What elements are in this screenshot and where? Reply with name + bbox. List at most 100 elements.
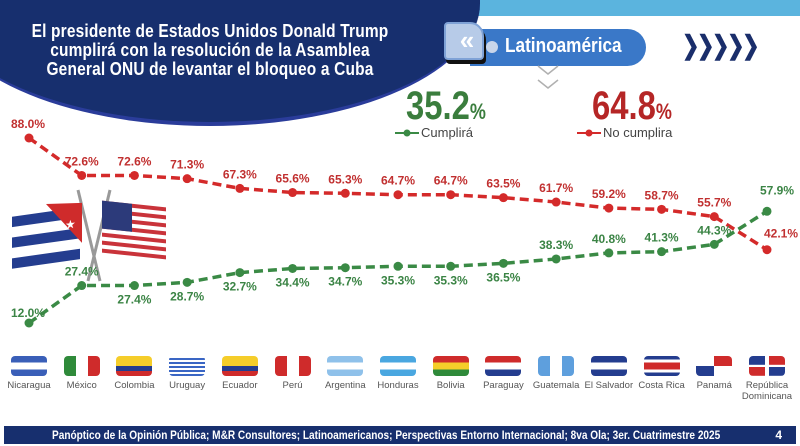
country-label: Paraguay: [473, 356, 533, 391]
flag-icon: [63, 356, 100, 376]
legend-marker-red: [577, 129, 601, 136]
data-point-cumplira: [288, 263, 298, 273]
data-point-no-cumplira: [182, 174, 192, 184]
legend-label-cumplira: Cumplirá: [421, 125, 474, 140]
country-label: Uruguay: [157, 356, 217, 391]
data-label-cumplira: 27.4%: [117, 293, 151, 307]
flag-icon: [432, 356, 469, 376]
data-point-no-cumplira: [762, 245, 772, 255]
no-cumplira-total: 64.8%: [592, 86, 672, 126]
data-label-no-cumplira: 71.3%: [170, 158, 204, 172]
country-label: El Salvador: [579, 356, 639, 391]
data-point-cumplira: [24, 318, 34, 328]
data-label-no-cumplira: 88.0%: [11, 117, 45, 131]
data-label-cumplira: 12.0%: [11, 306, 45, 320]
country-label: Argentina: [315, 356, 375, 391]
data-point-no-cumplira: [288, 188, 298, 198]
data-label-cumplira: 57.9%: [760, 183, 794, 197]
data-label-no-cumplira: 61.7%: [539, 181, 573, 195]
data-label-cumplira: 38.3%: [539, 238, 573, 252]
flag-icon: [380, 356, 416, 376]
flag-icon: [221, 356, 258, 376]
country-name: Ecuador: [222, 380, 258, 391]
data-label-cumplira: 34.4%: [276, 275, 310, 289]
flag-icon: [169, 356, 206, 376]
data-label-cumplira: 36.5%: [486, 270, 520, 284]
flag-icon: [538, 356, 575, 376]
data-point-cumplira: [709, 239, 719, 249]
cumplira-total: 35.2%: [406, 86, 486, 126]
data-point-cumplira: [551, 254, 561, 264]
country-name: Colombia: [114, 380, 155, 391]
data-point-cumplira: [604, 248, 614, 258]
data-label-cumplira: 32.7%: [223, 280, 257, 294]
cumplira-percent-sign: %: [469, 99, 486, 124]
region-selector[interactable]: [470, 29, 646, 66]
country-name: México: [66, 380, 97, 391]
country-name: Honduras: [377, 380, 419, 391]
data-label-cumplira: 34.7%: [328, 275, 362, 289]
country-name: Bolivia: [436, 380, 465, 391]
data-label-cumplira: 40.8%: [592, 232, 626, 246]
flag-icon: [643, 356, 680, 376]
flag-icon: [485, 356, 522, 376]
flag-icon: [274, 356, 311, 376]
data-point-no-cumplira: [709, 212, 719, 222]
country-name: Costa Rica: [638, 380, 685, 391]
data-label-cumplira: 44.3%: [697, 223, 731, 237]
legend-item-no-cumplira: No cumplira: [577, 125, 672, 140]
flag-icon: [749, 356, 785, 376]
data-label-cumplira: 27.4%: [65, 265, 99, 279]
data-point-cumplira: [498, 258, 508, 268]
cuba-usa-flags-illustration: ★: [12, 189, 166, 282]
data-point-cumplira: [762, 206, 772, 216]
country-label: Colombia: [104, 356, 164, 391]
data-point-no-cumplira: [77, 170, 87, 180]
flag-icon: [11, 356, 47, 376]
no-cumplira-percent-sign: %: [655, 99, 672, 124]
data-label-cumplira: 35.3%: [381, 273, 415, 287]
data-point-no-cumplira: [393, 190, 403, 200]
country-label: Costa Rica: [632, 356, 692, 391]
data-label-no-cumplira: 58.7%: [645, 188, 679, 202]
data-label-no-cumplira: 63.5%: [486, 177, 520, 191]
data-point-cumplira: [340, 263, 350, 273]
country-name: Perú: [282, 380, 303, 391]
region-label: Latinoamérica: [505, 35, 622, 57]
data-point-cumplira: [129, 281, 139, 291]
country-name: República Dominicana: [741, 380, 793, 402]
data-label-no-cumplira: 59.2%: [592, 187, 626, 201]
country-label: República Dominicana: [737, 356, 797, 402]
chevrons-right-icon[interactable]: ❯❯❯❯❯: [682, 30, 760, 60]
legend-item-cumplira: Cumplirá: [395, 125, 473, 140]
country-label: Nicaragua: [0, 356, 59, 391]
data-point-cumplira: [657, 247, 667, 257]
country-name: El Salvador: [584, 380, 634, 391]
data-label-no-cumplira: 65.3%: [328, 172, 362, 186]
country-name: Guatemala: [532, 380, 580, 391]
legend-label-no-cumplira: No cumplira: [603, 125, 673, 140]
data-label-cumplira: 28.7%: [170, 289, 204, 303]
data-point-no-cumplira: [129, 170, 139, 180]
data-point-no-cumplira: [24, 133, 34, 143]
data-point-cumplira: [393, 261, 403, 271]
data-point-cumplira: [182, 277, 192, 287]
footer-source: Panóptico de la Opinión Pública; M&R Con…: [52, 428, 721, 442]
country-name: Argentina: [324, 380, 366, 391]
data-label-no-cumplira: 42.1%: [764, 227, 798, 241]
country-label: Ecuador: [210, 356, 270, 391]
cuba-flag-icon: ★: [12, 202, 82, 269]
data-label-no-cumplira: 67.3%: [223, 167, 257, 181]
data-label-no-cumplira: 64.7%: [434, 174, 468, 188]
flag-icon: [116, 356, 153, 376]
data-label-no-cumplira: 72.6%: [117, 154, 151, 168]
country-label: Honduras: [368, 356, 428, 391]
back-button[interactable]: «: [444, 22, 484, 60]
data-label-no-cumplira: 64.7%: [381, 174, 415, 188]
data-label-cumplira: 41.3%: [645, 231, 679, 245]
double-chevron-left-icon: «: [459, 25, 474, 55]
flag-icon: [590, 356, 627, 376]
page-title: El presidente de Estados Unidos Donald T…: [31, 21, 389, 79]
bullet-icon: [486, 41, 498, 53]
data-label-no-cumplira: 65.6%: [276, 172, 310, 186]
